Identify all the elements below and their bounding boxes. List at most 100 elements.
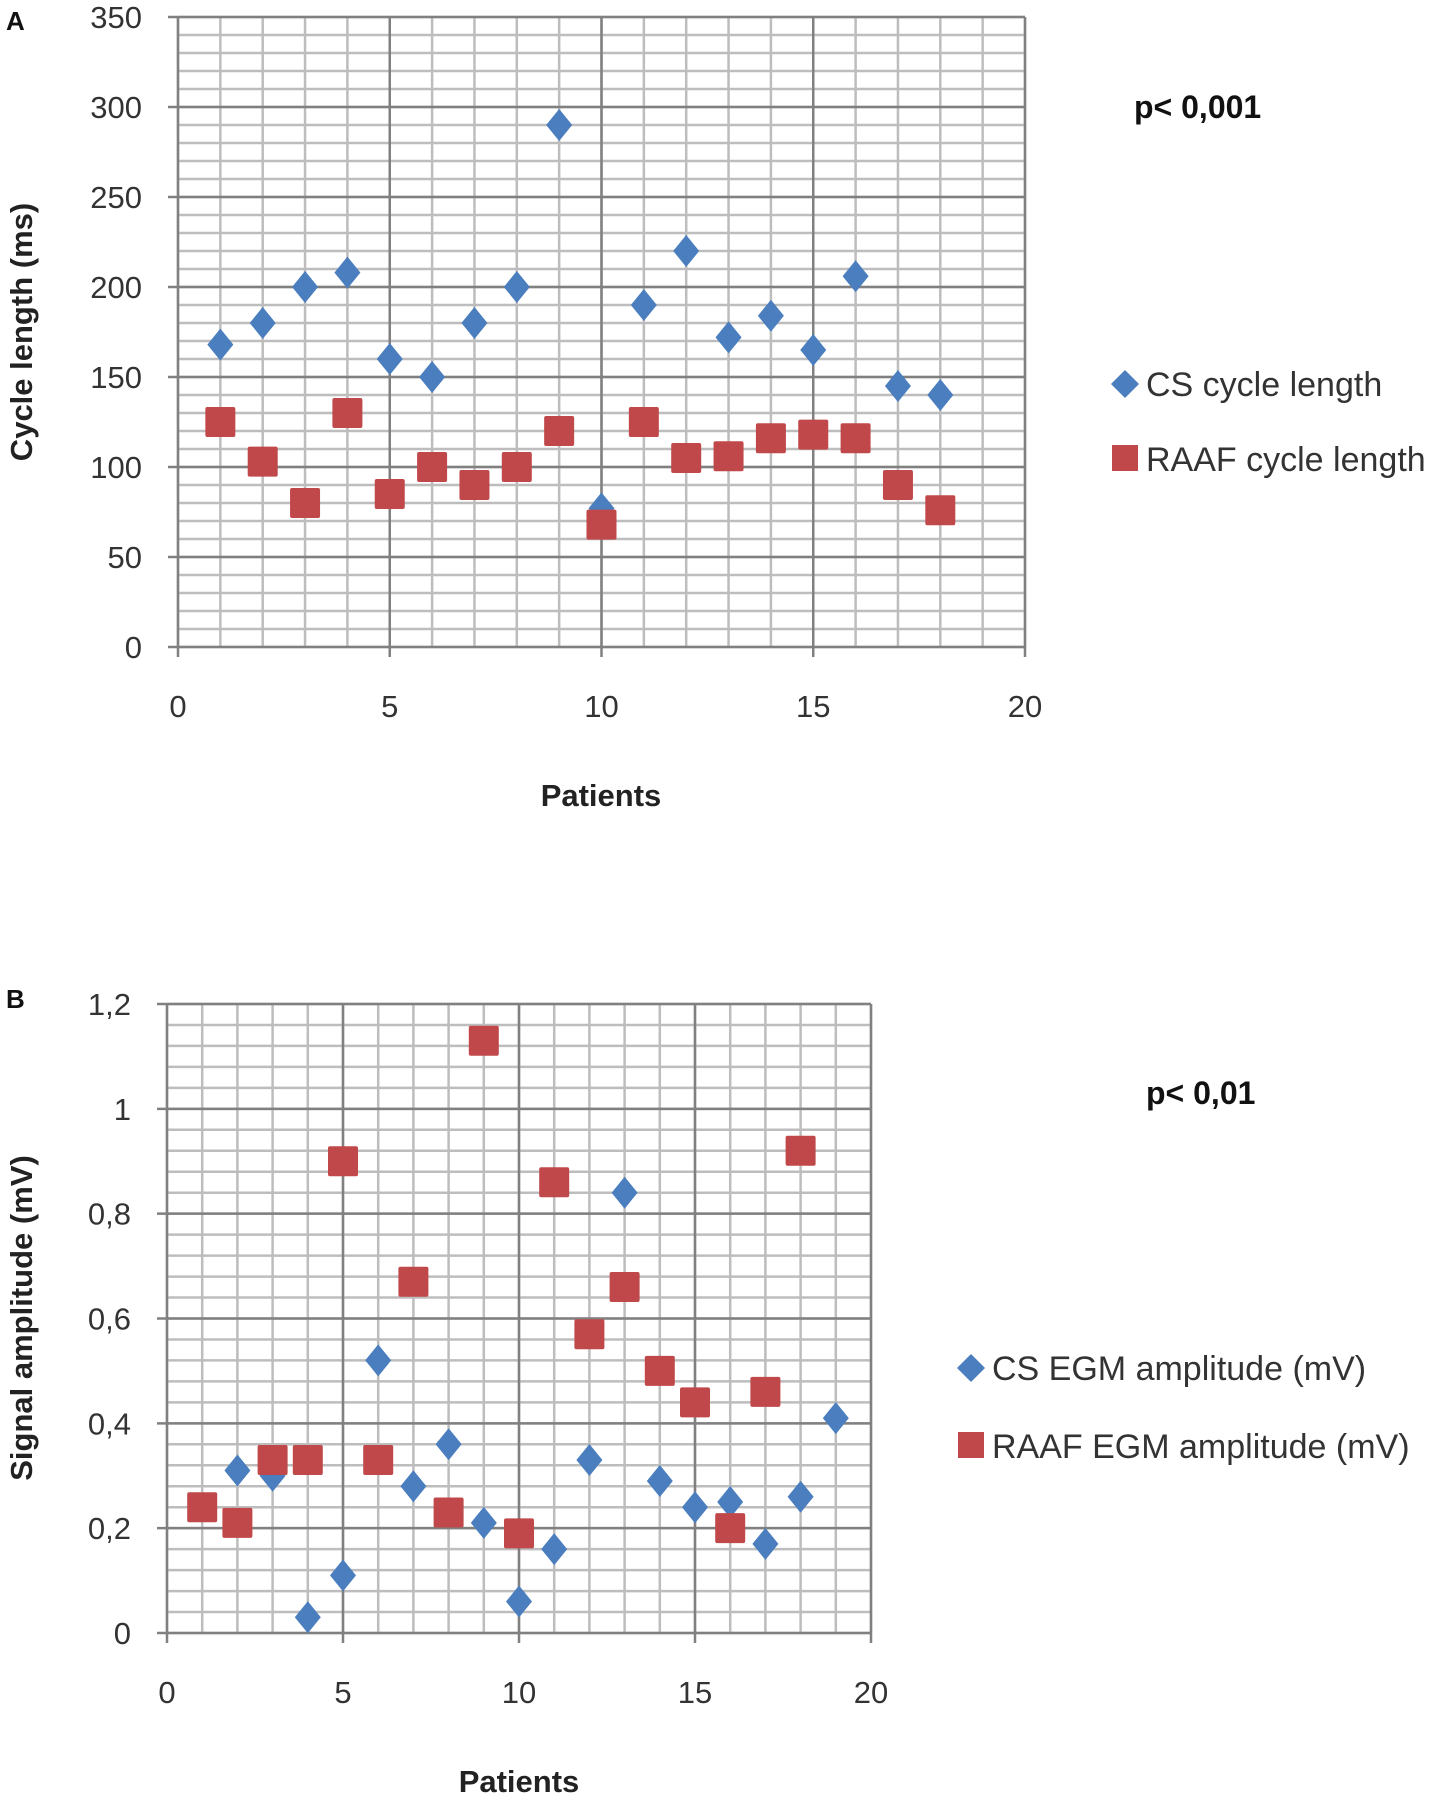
data-point-diamond [646, 1464, 673, 1497]
data-point-square [609, 1272, 640, 1303]
x-tick-label: 5 [381, 689, 398, 724]
data-point-square [574, 1319, 605, 1350]
data-point-square [328, 1146, 358, 1177]
data-point-diamond [365, 1344, 392, 1377]
legend-label-raaf: RAAF cycle length [1146, 441, 1426, 479]
y-tick-label: 250 [90, 180, 142, 215]
legend-marker-cs-diamond-icon [1111, 370, 1139, 398]
data-point-diamond [715, 321, 742, 354]
data-point-diamond [292, 271, 319, 303]
data-point-diamond [717, 1485, 744, 1518]
data-point-square [501, 452, 532, 482]
data-point-square [468, 1025, 499, 1056]
data-point-square [840, 423, 871, 454]
y-tick-label: 100 [90, 450, 142, 485]
data-point-diamond [673, 235, 700, 267]
legend-label-cs: CS EGM amplitude (mV) [992, 1350, 1366, 1388]
data-point-diamond [588, 492, 615, 525]
y-tick-label: 0,8 [88, 1197, 131, 1232]
x-tick-label: 10 [584, 689, 618, 724]
data-point-diamond [752, 1527, 779, 1560]
legend-label-cs: CS cycle length [1146, 366, 1382, 404]
data-point-square [247, 446, 278, 477]
data-point-diamond [249, 307, 276, 339]
panel-label-b: B [6, 984, 25, 1014]
data-point-square [544, 416, 575, 446]
legend-marker-raaf-square-icon [958, 1432, 984, 1458]
data-point-diamond [787, 1480, 814, 1513]
x-tick-label: 0 [158, 1675, 175, 1710]
y-tick-label: 0,6 [88, 1302, 131, 1337]
chart-b-signal-amplitude: B 0 5 10 15 20 0 0,2 0,4 0,6 0,8 1 1,2 Patients Sig… [4, 984, 1410, 1799]
data-point-square [785, 1135, 816, 1166]
x-axis-label-b: Patients [459, 1764, 580, 1799]
y-tick-label: 50 [108, 540, 142, 575]
y-tick-label: 0,4 [88, 1406, 131, 1441]
data-point-square [925, 495, 956, 526]
y-axis-label-a: Cycle length (ms) [4, 203, 39, 461]
series-raaf [187, 1025, 816, 1549]
data-point-square [187, 1492, 218, 1523]
series-raaf [205, 398, 956, 540]
data-point-diamond [330, 1559, 356, 1592]
panel-label-a: A [6, 6, 25, 36]
data-point-square [882, 470, 913, 500]
x-tick-label: 20 [1008, 689, 1042, 724]
data-point-diamond [506, 1585, 532, 1618]
data-point-square [290, 488, 321, 518]
data-point-square [798, 419, 829, 450]
data-point-square [715, 1513, 746, 1544]
data-point-diamond [546, 109, 573, 141]
y-tick-label: 350 [90, 0, 142, 35]
y-tick-label: 0,2 [88, 1511, 131, 1546]
legend-marker-raaf-square-icon [1112, 445, 1138, 471]
data-point-diamond [822, 1402, 849, 1435]
data-point-square [713, 441, 744, 472]
legend-a: CS cycle length RAAF cycle length [1111, 366, 1426, 479]
legend-b: CS EGM amplitude (mV) RAAF EGM amplitude… [957, 1350, 1410, 1466]
y-tick-label: 150 [90, 360, 142, 395]
data-point-square [539, 1167, 570, 1198]
data-point-square [586, 509, 617, 540]
data-point-square [459, 470, 490, 500]
data-point-square [750, 1376, 781, 1407]
data-point-square [644, 1355, 675, 1386]
y-tick-label: 1,2 [88, 987, 131, 1022]
data-point-diamond [884, 370, 911, 402]
y-tick-label: 0 [125, 630, 142, 665]
data-point-diamond [419, 361, 446, 393]
x-tick-label: 15 [678, 1675, 712, 1710]
p-value-a: p< 0,001 [1134, 89, 1261, 125]
data-point-square [332, 398, 363, 428]
y-tick-label: 200 [90, 270, 142, 305]
y-tick-label: 0 [114, 1616, 131, 1651]
data-point-square [628, 407, 659, 437]
data-point-square [292, 1445, 323, 1476]
y-axis-label-b: Signal amplitude (mV) [4, 1155, 39, 1481]
data-point-diamond [461, 307, 488, 339]
data-point-diamond [842, 260, 869, 293]
plot-area-b: 0 5 10 15 20 0 0,2 0,4 0,6 0,8 1 1,2 [88, 987, 888, 1710]
data-point-diamond [334, 256, 361, 289]
data-point-diamond [611, 1176, 638, 1209]
data-point-square [205, 407, 236, 437]
x-tick-label: 10 [502, 1675, 536, 1710]
data-point-diamond [470, 1506, 497, 1539]
data-point-square [398, 1266, 429, 1297]
legend-marker-cs-diamond-icon [957, 1354, 985, 1382]
p-value-b: p< 0,01 [1146, 1075, 1255, 1111]
x-tick-label: 0 [169, 689, 186, 724]
data-point-diamond [576, 1444, 603, 1477]
data-point-diamond [435, 1428, 462, 1461]
y-tick-label: 1 [114, 1092, 131, 1127]
data-point-square [680, 1387, 710, 1418]
data-point-diamond [376, 343, 403, 375]
y-tick-label: 300 [90, 90, 142, 125]
data-point-square [433, 1497, 464, 1528]
data-point-diamond [682, 1491, 708, 1524]
data-point-square [504, 1518, 534, 1549]
data-point-square [755, 423, 786, 454]
